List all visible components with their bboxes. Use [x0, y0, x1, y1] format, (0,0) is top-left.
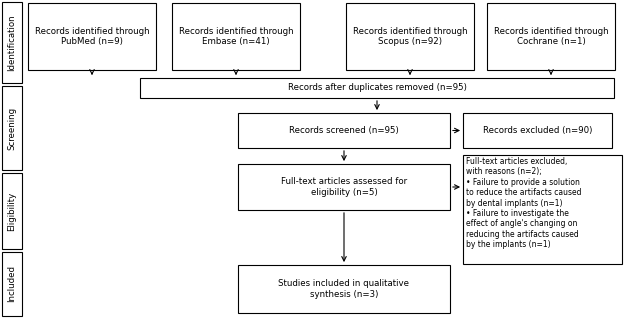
Text: Records identified through
PubMed (n=9): Records identified through PubMed (n=9) [35, 27, 149, 46]
Text: Screening: Screening [8, 107, 16, 150]
Text: Records excluded (n=90): Records excluded (n=90) [483, 126, 592, 135]
Text: Records screened (n=95): Records screened (n=95) [289, 126, 399, 135]
Bar [238, 164, 450, 210]
Bar [463, 155, 622, 264]
Text: Records identified through
Cochrane (n=1): Records identified through Cochrane (n=1… [494, 27, 609, 46]
Text: Full-text articles excluded,
with reasons (n=2);
• Failure to provide a solution: Full-text articles excluded, with reason… [466, 157, 581, 249]
Text: Eligibility: Eligibility [8, 191, 16, 231]
Text: Records identified through
Embase (n=41): Records identified through Embase (n=41) [179, 27, 294, 46]
Text: Records after duplicates removed (n=95): Records after duplicates removed (n=95) [287, 84, 466, 93]
Bar [28, 3, 156, 70]
Bar [238, 265, 450, 313]
Bar [2, 173, 22, 249]
Bar [2, 252, 22, 316]
Text: Full-text articles assessed for
eligibility (n=5): Full-text articles assessed for eligibil… [281, 177, 407, 197]
Bar [2, 86, 22, 170]
Bar [238, 113, 450, 148]
Text: Studies included in qualitative
synthesis (n=3): Studies included in qualitative synthesi… [278, 279, 410, 299]
Bar [346, 3, 474, 70]
Bar [172, 3, 300, 70]
Bar [487, 3, 615, 70]
Bar [463, 113, 612, 148]
Bar [2, 2, 22, 83]
Text: Identification: Identification [8, 14, 16, 71]
Bar [140, 78, 614, 98]
Text: Records identified through
Scopus (n=92): Records identified through Scopus (n=92) [353, 27, 467, 46]
Text: Included: Included [8, 265, 16, 302]
